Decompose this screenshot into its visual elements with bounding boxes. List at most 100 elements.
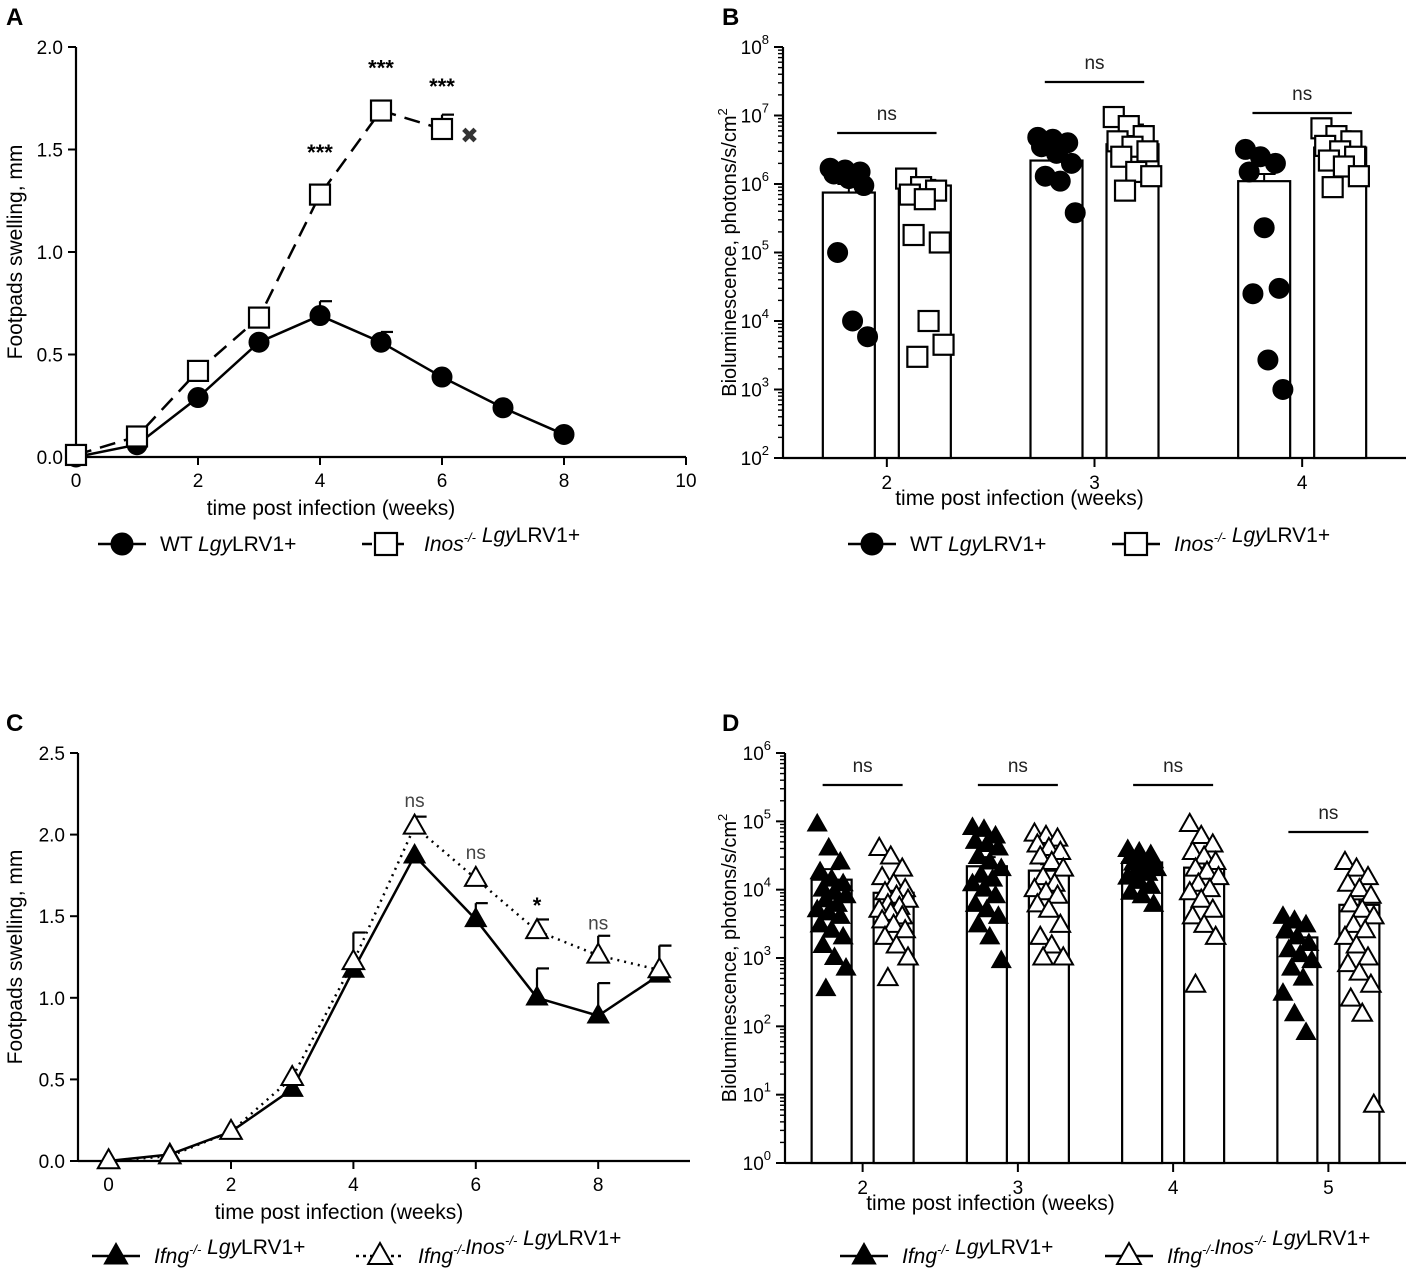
data-point [248, 331, 270, 353]
data-point [1278, 938, 1300, 958]
data-point [987, 905, 1009, 924]
series-line [108, 824, 660, 1163]
data-point [867, 835, 891, 857]
significance-label: ns [466, 843, 486, 864]
data-point [879, 844, 903, 865]
series [96, 812, 672, 1170]
data-point [964, 893, 986, 912]
data-point [1049, 170, 1071, 192]
y-axis-label: Bioluminescence, photons/s/cm2 [715, 814, 741, 1102]
legend-label: WT LgyLRV1+ [160, 533, 296, 556]
legend-strain: Lgy [207, 1236, 242, 1259]
x-tick-label: 0 [71, 471, 82, 492]
data-point [1181, 839, 1205, 860]
y-tick-base: 10 [743, 881, 764, 902]
legend-item: Ifng-/-Inos-/- LgyLRV1+ [356, 1227, 621, 1268]
y-tick-exp: 2 [764, 1011, 771, 1026]
y-tick-base: 10 [743, 744, 764, 765]
data-point [1336, 951, 1360, 973]
panel-a: A 0.0 0.5 1.0 1.5 2.0 0 2 4 6 8 10 time post infecti… [4, 4, 697, 557]
y-tick-label: 0.5 [39, 1070, 65, 1091]
legend-label: Ifng-/- LgyLRV1+ [902, 1236, 1053, 1268]
x-axis-label: time post infection (weeks) [866, 1192, 1115, 1215]
legend-suffix: LRV1+ [516, 524, 580, 547]
data-point [1207, 865, 1230, 886]
data-point [1268, 277, 1290, 299]
data-point [1359, 972, 1383, 993]
legend-suffix: LRV1+ [232, 533, 296, 556]
data-point [1051, 856, 1075, 877]
significance-label: ns [405, 791, 425, 812]
category-group: 2 ns [819, 104, 955, 494]
data-point [1289, 943, 1311, 963]
data-point [990, 949, 1012, 969]
series-line [108, 853, 661, 1163]
data-point [1046, 142, 1067, 164]
significance-label: ns [853, 756, 873, 777]
data-point [308, 183, 332, 206]
data-point [979, 850, 1001, 870]
data-point [882, 912, 906, 933]
data-point [1201, 832, 1225, 853]
y-tick-exp: 6 [762, 169, 769, 184]
data-point [125, 425, 149, 448]
data-point [967, 845, 989, 865]
y-tick-base: 10 [743, 1154, 764, 1175]
y-axis-label: Footpads swelling, mm [4, 145, 27, 360]
data-point [1347, 960, 1371, 981]
data-point [463, 864, 489, 887]
legend-gene: Inos [424, 533, 464, 556]
data-point [893, 918, 917, 939]
data-point [431, 366, 453, 388]
data-point [1362, 904, 1386, 925]
data-point [1301, 949, 1323, 969]
data-point [402, 843, 427, 864]
legend-gene2: Inos [1214, 1236, 1254, 1259]
data-point [369, 99, 393, 122]
legend-strain: Lgy [1272, 1227, 1307, 1250]
legend-label: WT LgyLRV1+ [910, 533, 1046, 556]
legend-gene2: Inos [465, 1236, 505, 1259]
data-point [1345, 856, 1368, 877]
y-tick-exp: 2 [762, 443, 769, 458]
data-point [1257, 349, 1279, 371]
data-point [309, 305, 331, 327]
legend-gene-sup: -/- [937, 1242, 950, 1257]
legend-strain: Lgy [198, 533, 233, 556]
data-point [984, 884, 1007, 904]
legend-gene2-sup: -/- [505, 1233, 518, 1248]
bar [1313, 146, 1368, 460]
y-axis-label-sup: 2 [715, 814, 730, 821]
significance-label: ns [588, 913, 608, 934]
data-point [187, 387, 209, 409]
legend-marker [1123, 531, 1149, 557]
x-tick-label: 8 [559, 471, 570, 492]
series [96, 843, 672, 1169]
data-point [1136, 140, 1159, 163]
y-tick-exp: 0 [764, 1148, 771, 1163]
data-point [370, 331, 392, 353]
data-point [821, 868, 843, 887]
x-tick-label: 4 [1297, 473, 1308, 494]
x-tick-label: 3 [1089, 473, 1100, 494]
data-point [1298, 932, 1320, 952]
panel-c: C 0.0 0.5 1.0 1.5 2.0 2.5 0 2 4 6 8 time post infect… [4, 710, 690, 1268]
legend-marker [373, 531, 399, 557]
data-point [832, 925, 854, 945]
y-tick-label: 104 [741, 306, 769, 333]
data-point [1028, 844, 1052, 865]
data-point [1333, 924, 1357, 945]
y-axis-label: Bioluminescence, photons/s/cm2 [715, 108, 741, 396]
data-point [1356, 865, 1380, 886]
x-axis-label: time post infection (weeks) [207, 497, 456, 520]
data-point [979, 925, 1001, 945]
data-point [1120, 881, 1142, 900]
data-point [1178, 811, 1202, 832]
legend-marker [103, 1242, 129, 1265]
y-tick-label: 0.0 [37, 448, 63, 469]
data-point [1201, 897, 1225, 918]
legend-gene: Inos [1174, 533, 1214, 556]
legend-prefix: WT [160, 533, 198, 556]
data-point [1238, 161, 1260, 183]
data-point [1178, 880, 1202, 901]
